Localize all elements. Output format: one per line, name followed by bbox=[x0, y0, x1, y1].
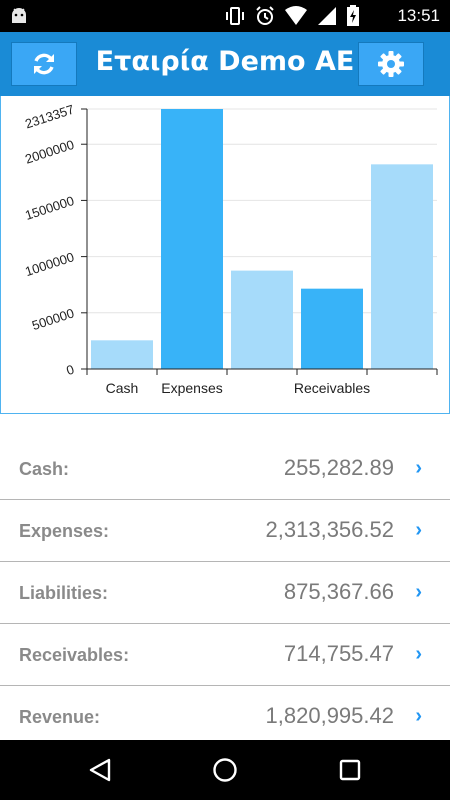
bar-cash bbox=[91, 340, 153, 369]
y-tick-label: 2313357 bbox=[23, 102, 76, 132]
y-tick-label: 2000000 bbox=[23, 137, 76, 167]
navigation-bar bbox=[0, 740, 450, 800]
bar-expenses bbox=[161, 109, 223, 369]
signal-icon bbox=[318, 7, 336, 25]
settings-button[interactable] bbox=[358, 42, 424, 86]
chevron-right-icon[interactable]: › bbox=[415, 457, 422, 479]
bar-liabilities bbox=[231, 270, 293, 369]
chevron-right-icon[interactable]: › bbox=[415, 643, 422, 665]
x-tick-label: Expenses bbox=[161, 380, 222, 396]
status-bar: 13:51 bbox=[0, 0, 450, 32]
account-value: 714,755.47 bbox=[283, 641, 394, 666]
account-row-revenue[interactable]: Revenue: 1,820,995.42 › bbox=[0, 686, 450, 748]
x-tick-label: Receivables bbox=[294, 380, 370, 396]
y-tick-label: 1500000 bbox=[23, 193, 76, 223]
account-row-expenses[interactable]: Expenses: 2,313,356.52 › bbox=[0, 500, 450, 562]
account-row-cash[interactable]: Cash: 255,282.89 › bbox=[0, 438, 450, 500]
android-icon bbox=[12, 8, 26, 23]
chevron-right-icon[interactable]: › bbox=[415, 581, 422, 603]
home-circle-icon[interactable] bbox=[211, 756, 239, 784]
chevron-right-icon[interactable]: › bbox=[415, 705, 422, 727]
vibrate-icon bbox=[226, 7, 244, 25]
y-tick-label: 1000000 bbox=[23, 249, 76, 279]
y-tick-label: 0 bbox=[64, 362, 76, 379]
refresh-button[interactable] bbox=[11, 42, 77, 86]
alarm-icon bbox=[256, 6, 274, 25]
account-label: Receivables: bbox=[19, 645, 130, 665]
wifi-icon bbox=[285, 6, 307, 25]
bar-chart: 0 500000 1000000 1500000 2000000 2313357 Cash E… bbox=[0, 96, 450, 414]
y-tick-label: 500000 bbox=[30, 305, 76, 333]
recents-square-icon[interactable] bbox=[336, 756, 364, 784]
account-value: 255,282.89 bbox=[283, 455, 394, 480]
account-row-liabilities[interactable]: Liabilities: 875,367.66 › bbox=[0, 562, 450, 624]
status-icons bbox=[224, 5, 360, 27]
bar-revenue bbox=[371, 164, 433, 369]
account-list: Cash: 255,282.89 › Expenses: 2,313,356.5… bbox=[0, 438, 450, 748]
back-triangle-icon[interactable] bbox=[86, 756, 114, 784]
x-tick-label: Cash bbox=[106, 380, 139, 396]
chart-canvas: 0 500000 1000000 1500000 2000000 2313357 Cash E… bbox=[23, 102, 438, 396]
account-label: Liabilities: bbox=[19, 583, 109, 603]
battery-icon bbox=[347, 5, 359, 26]
account-value: 2,313,356.52 bbox=[265, 517, 394, 542]
clock: 13:51 bbox=[397, 6, 440, 25]
app-bar: Εταιρία Demo AE bbox=[0, 32, 450, 96]
account-label: Cash: bbox=[19, 459, 70, 479]
refresh-icon bbox=[34, 53, 54, 75]
account-value: 875,367.66 bbox=[283, 579, 394, 604]
account-row-receivables[interactable]: Receivables: 714,755.47 › bbox=[0, 624, 450, 686]
bar-receivables bbox=[301, 288, 363, 369]
app-title: Εταιρία Demo AE bbox=[95, 46, 355, 77]
gear-icon bbox=[378, 51, 404, 77]
account-label: Expenses: bbox=[19, 521, 110, 541]
account-value: 1,820,995.42 bbox=[265, 703, 394, 728]
account-label: Revenue: bbox=[19, 707, 101, 727]
chevron-right-icon[interactable]: › bbox=[415, 519, 422, 541]
